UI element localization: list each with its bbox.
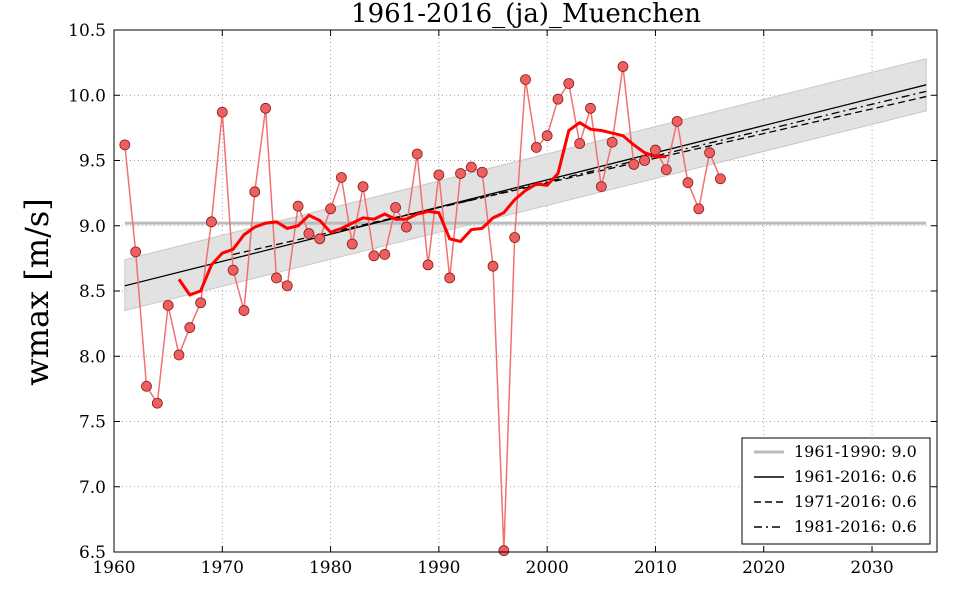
data-point	[465, 161, 477, 173]
data-point	[585, 102, 596, 114]
data-point	[411, 148, 423, 160]
y-tick-label: 6.5	[79, 543, 106, 563]
data-point	[541, 130, 553, 142]
data-point	[130, 246, 142, 258]
x-tick-label: 2000	[526, 558, 569, 578]
x-tick-label: 1990	[417, 558, 460, 578]
data-point	[292, 200, 304, 212]
data-point	[184, 322, 196, 333]
y-tick-label: 9.0	[79, 217, 106, 237]
ticks: 1960 1970 1980 1990 2000 2010 2020 2030 6.5 7.0 7.…	[68, 21, 937, 578]
data-point	[260, 102, 272, 114]
x-tick-label: 2020	[742, 558, 785, 578]
plot-frame	[113, 29, 938, 553]
legend-label: 1961-1990: 9.0	[794, 442, 917, 461]
data-point	[325, 203, 336, 215]
y-axis-label: wmax [m/s]	[18, 198, 56, 386]
x-tick-label: 2010	[634, 558, 677, 578]
data-point	[530, 142, 542, 153]
data-point	[346, 238, 358, 250]
y-tick-label: 8.5	[79, 282, 106, 302]
data-point	[379, 249, 391, 260]
x-tick-label: 1970	[201, 558, 244, 578]
data-point	[628, 159, 640, 170]
data-point	[520, 74, 531, 85]
data-point	[476, 166, 488, 178]
data-point	[368, 250, 380, 262]
x-tick-label: 2030	[850, 558, 893, 578]
annual-series-line	[124, 66, 722, 551]
data-point	[303, 228, 315, 239]
data-point	[206, 216, 217, 228]
data-point	[390, 202, 401, 213]
running-mean-line	[177, 120, 667, 297]
data-point	[314, 233, 326, 245]
data-point	[271, 272, 282, 284]
data-point	[682, 177, 694, 189]
y-tick-label: 9.5	[79, 152, 106, 172]
data-point	[650, 144, 661, 156]
data-point	[151, 397, 163, 409]
data-point	[639, 155, 651, 166]
data-point	[433, 169, 445, 181]
legend: 1961-1990: 9.0 1961-2016: 0.6 1971-2016: 0…	[741, 437, 931, 545]
data-point	[227, 264, 239, 276]
x-tick-label: 1980	[309, 558, 352, 578]
data-point	[119, 139, 131, 151]
data-point	[563, 78, 575, 89]
data-point	[617, 61, 629, 72]
data-point	[216, 106, 228, 118]
data-point	[509, 232, 521, 243]
data-point	[195, 297, 207, 309]
x-tick-label: 1960	[92, 558, 135, 578]
data-point	[357, 181, 369, 193]
data-point	[715, 173, 726, 185]
y-tick-label: 10.5	[68, 21, 106, 41]
data-point	[595, 181, 607, 193]
data-point	[455, 168, 466, 179]
data-point	[281, 280, 293, 292]
legend-label: 1961-2016: 0.6	[794, 467, 917, 486]
data-point	[574, 138, 586, 149]
data-point	[422, 259, 434, 271]
legend-label: 1971-2016: 0.6	[794, 492, 917, 511]
data-point	[336, 172, 347, 183]
data-point	[444, 272, 456, 284]
data-point	[552, 93, 564, 105]
data-point	[487, 260, 499, 272]
data-point	[238, 305, 250, 316]
legend-label: 1981-2016: 0.6	[794, 517, 917, 536]
y-tick-label: 8.0	[79, 347, 106, 367]
data-point	[498, 545, 510, 557]
y-tick-label: 7.0	[79, 478, 106, 498]
data-point	[671, 115, 683, 127]
series-layer	[119, 61, 927, 557]
data-point	[704, 147, 715, 159]
y-tick-label: 7.5	[79, 413, 106, 433]
data-point	[141, 380, 152, 392]
trend-line-1971-2016	[232, 95, 927, 256]
trend-line-1961-2016	[124, 84, 927, 287]
y-tick-label: 10.0	[68, 86, 106, 106]
data-point	[693, 203, 705, 215]
data-point	[400, 221, 412, 233]
data-point	[606, 136, 618, 148]
data-point	[162, 299, 174, 311]
data-point	[173, 349, 185, 361]
data-point	[660, 164, 672, 176]
chart-title: 1961-2016_(ja)_Muenchen	[351, 0, 701, 29]
data-point	[249, 186, 261, 198]
